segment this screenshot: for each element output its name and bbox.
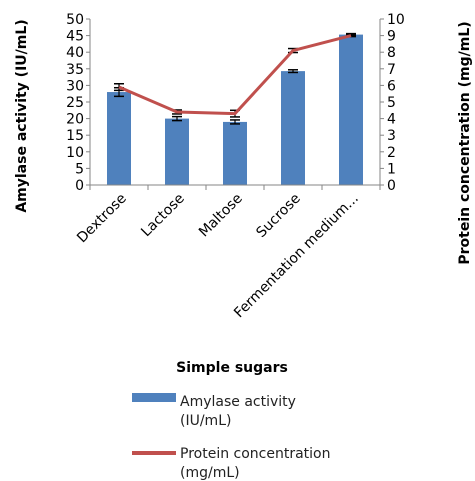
x-tick-label: Dextrose [74,191,130,247]
axes-layer [86,18,384,190]
bar-3 [223,121,247,185]
x-tick-label: Lactose [138,191,188,241]
error-bars-layer [114,32,356,125]
y2-tick-label: 8 [387,45,396,61]
protein-line [118,34,352,116]
y-tick-label: 50 [66,12,84,28]
y2-tick-label: 1 [387,161,396,177]
bar-1 [107,92,131,185]
legend: Amylase activity (IU/mL) Protein concent… [132,393,331,481]
bar-4 [281,71,305,185]
y-tick-label: 35 [66,62,84,78]
x-axis-title: Simple sugars [176,360,288,376]
bars-layer [107,34,363,185]
y2-tick-label: 0 [387,178,396,194]
y2-tick-label: 4 [387,112,396,128]
x-tick-label: Fermentation medium... [231,191,362,322]
y2-tick-label: 9 [387,29,396,45]
bar-error-3 [230,119,240,125]
y-tick-label: 45 [66,29,84,45]
y-tick-label: 25 [66,95,84,111]
legend-label-amylase-line2: (IU/mL) [180,413,231,429]
bar-error-4 [288,69,298,74]
y-tick-label: 0 [75,178,84,194]
y-tick-label: 10 [66,145,84,161]
legend-label-protein-line2: (mg/mL) [180,465,240,481]
y-axis-title: Amylase activity (IU/mL) [14,19,30,212]
y2-tick-label: 10 [387,12,405,28]
y2-tick-label: 2 [387,145,396,161]
y2-tick-label: 3 [387,128,396,144]
legend-label-protein-line1: Protein concentration [180,446,331,462]
y-tick-label: 20 [66,112,84,128]
legend-label-amylase-line1: Amylase activity [180,394,296,410]
y2-tick-label: 7 [387,62,396,78]
line-layer [118,34,352,116]
legend-marker-amylase [132,393,176,402]
y-tick-label: 15 [66,128,84,144]
y-tick-label: 40 [66,45,84,61]
y2-tick-label: 6 [387,78,396,94]
x-tick-label: Sucrose [253,191,303,241]
bar-2 [165,118,189,185]
y-tick-label: 30 [66,78,84,94]
x-tick-label: Maltose [196,191,246,241]
y2-axis-title: Protein concentration (mg/mL) [457,21,473,264]
bar-5 [339,34,363,185]
y2-tick-label: 5 [387,95,396,111]
bar-error-2 [172,115,182,122]
y-tick-label: 5 [75,161,84,177]
